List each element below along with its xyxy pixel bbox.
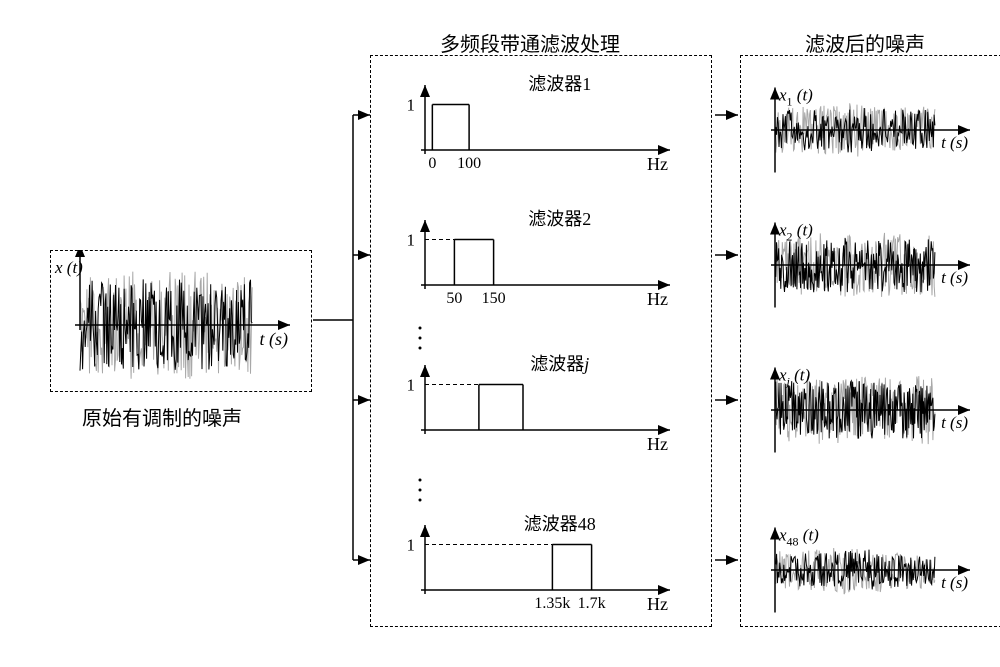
input-signal-plot: t (s) x (t) xyxy=(50,250,310,390)
svg-text:x48 (t): x48 (t) xyxy=(778,526,819,549)
input-caption: 原始有调制的噪声 xyxy=(82,402,242,431)
svg-text:100: 100 xyxy=(457,155,481,172)
svg-text:50: 50 xyxy=(446,290,462,307)
svg-text:1.35k: 1.35k xyxy=(534,595,570,612)
svg-text:滤波器1: 滤波器1 xyxy=(528,74,591,94)
svg-text:1: 1 xyxy=(407,96,416,115)
svg-text:t (s): t (s) xyxy=(941,573,968,592)
svg-text:1: 1 xyxy=(407,376,416,395)
svg-text:Hz: Hz xyxy=(647,434,668,454)
svg-text:xj (t): xj (t) xyxy=(778,366,811,389)
svg-text:t (s): t (s) xyxy=(941,413,968,432)
output-signal-plot-3: t (s) xj (t) xyxy=(755,350,985,460)
svg-text:x1 (t): x1 (t) xyxy=(778,86,813,109)
svg-text:滤波器j: 滤波器j xyxy=(530,354,589,374)
ellipsis-icon xyxy=(410,320,430,360)
svg-text:t (s): t (s) xyxy=(941,133,968,152)
svg-text:t (s): t (s) xyxy=(260,329,289,350)
filter-plot-4: Hz 1 1.35k 1.7k 滤波器48 xyxy=(390,510,690,620)
filter-plot-1: Hz 1 0 100 滤波器1 xyxy=(390,70,690,180)
filter-plot-2: Hz150150滤波器2 xyxy=(390,205,690,315)
svg-text:0: 0 xyxy=(428,155,436,172)
svg-text:Hz: Hz xyxy=(647,289,668,309)
filter-column-title: 多频段带通滤波处理 xyxy=(440,28,620,57)
svg-text:Hz: Hz xyxy=(647,594,668,614)
ellipsis-icon xyxy=(410,472,430,512)
filter-plot-3: Hz 1 滤波器j xyxy=(390,350,690,460)
output-column-title: 滤波后的噪声 xyxy=(805,28,925,57)
svg-text:1: 1 xyxy=(407,231,416,250)
output-signal-plot-4: t (s) x48 (t) xyxy=(755,510,985,620)
output-signal-plot-2: t (s) x2 (t) xyxy=(755,205,985,315)
svg-text:滤波器48: 滤波器48 xyxy=(524,514,596,534)
svg-text:t (s): t (s) xyxy=(941,268,968,287)
svg-text:1.7k: 1.7k xyxy=(578,595,606,612)
svg-text:1: 1 xyxy=(407,536,416,555)
svg-text:150: 150 xyxy=(482,290,506,307)
svg-text:x2 (t): x2 (t) xyxy=(778,221,813,244)
svg-text:滤波器2: 滤波器2 xyxy=(528,209,591,229)
output-signal-plot-1: t (s) x1 (t) xyxy=(755,70,985,180)
svg-text:Hz: Hz xyxy=(647,154,668,174)
svg-text:x (t): x (t) xyxy=(54,258,83,277)
